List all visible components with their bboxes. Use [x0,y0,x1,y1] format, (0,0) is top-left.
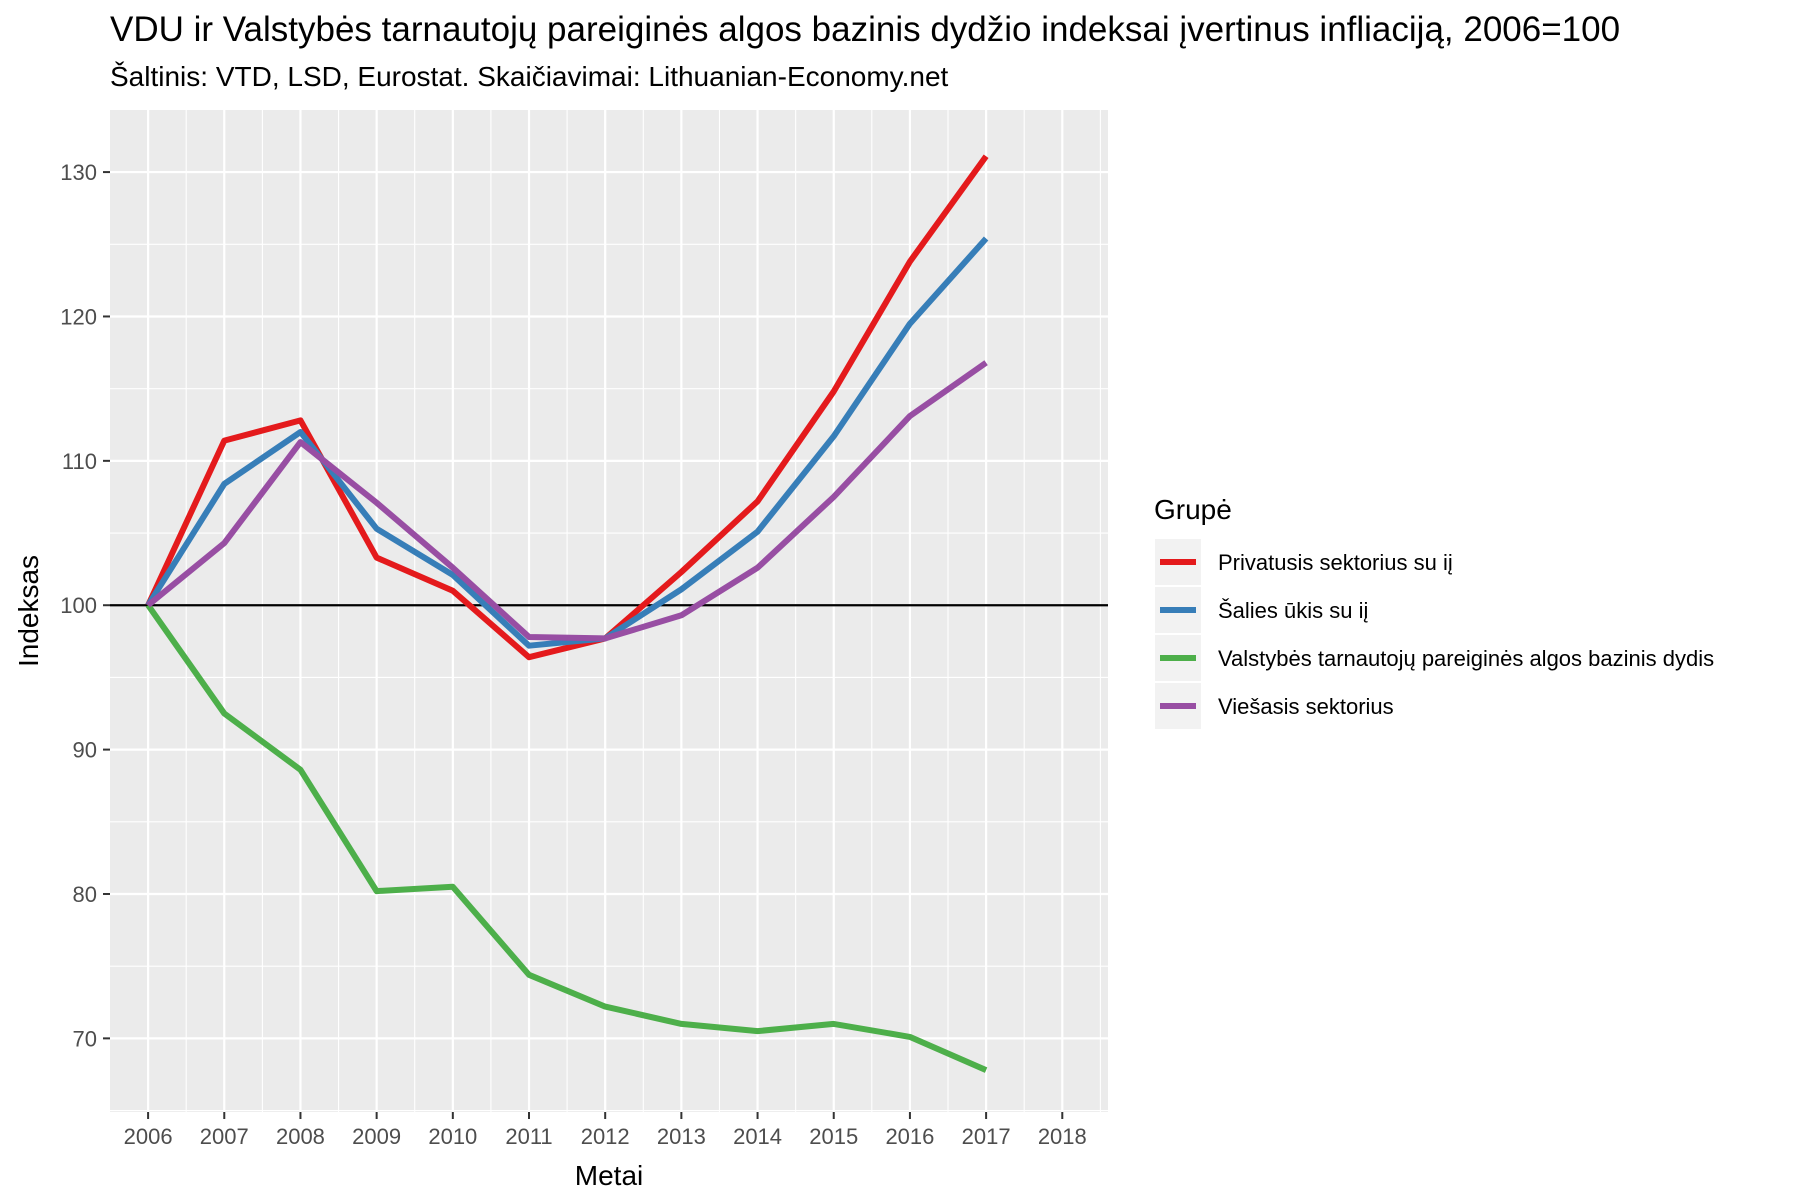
y-tick-label: 90 [73,738,97,763]
x-tick-label: 2011 [505,1124,552,1149]
x-tick-label: 2017 [962,1124,1011,1149]
legend-label-2: Šalies ūkis su iį [1218,598,1369,623]
legend-label-1: Privatusis sektorius su iį [1218,550,1453,575]
x-tick-label: 2016 [885,1124,934,1149]
chart-subtitle: Šaltinis: VTD, LSD, Eurostat. Skaičiavim… [110,61,949,92]
x-tick-label: 2006 [124,1124,173,1149]
y-tick-label: 120 [60,304,97,329]
series-line-3 [145,603,988,1073]
x-tick-label: 2007 [200,1124,249,1149]
x-tick-label: 2012 [581,1124,630,1149]
x-axis-title: Metai [575,1160,643,1191]
y-tick-label: 70 [73,1026,97,1051]
grid-major [110,110,1108,1112]
series-layer [145,154,989,1073]
x-tick-label: 2014 [733,1124,782,1149]
x-tick-label: 2008 [276,1124,325,1149]
legend-label-3: Valstybės tarnautojų pareiginės algos ba… [1218,646,1714,671]
y-tick-label: 110 [62,449,97,474]
y-tick-label: 100 [60,593,97,618]
plot-panel [110,110,1108,1112]
legend-title: Grupė [1154,494,1232,525]
series-line-4 [146,360,988,642]
x-axis: 2006 2007 2008 2009 2010 2011 2012 2013 2014 2015… [124,1112,1087,1149]
y-axis: 70 80 90 100 110 120 130 [60,160,110,1051]
series-line-2 [145,236,989,649]
x-tick-label: 2015 [809,1124,858,1149]
x-tick-label: 2009 [352,1124,401,1149]
x-tick-label: 2013 [657,1124,706,1149]
y-axis-title: Indeksas [13,555,44,667]
legend-label-4: Viešasis sektorius [1218,694,1394,719]
x-tick-label: 2010 [428,1124,477,1149]
y-tick-label: 80 [73,882,97,907]
x-tick-label: 2018 [1038,1124,1087,1149]
chart-title: VDU ir Valstybės tarnautojų pareiginės a… [110,10,1620,49]
series-line-1 [145,154,989,661]
y-tick-label: 130 [60,160,97,185]
legend: Grupė Privatusis sektorius su iį Šalies ū… [1154,494,1714,729]
